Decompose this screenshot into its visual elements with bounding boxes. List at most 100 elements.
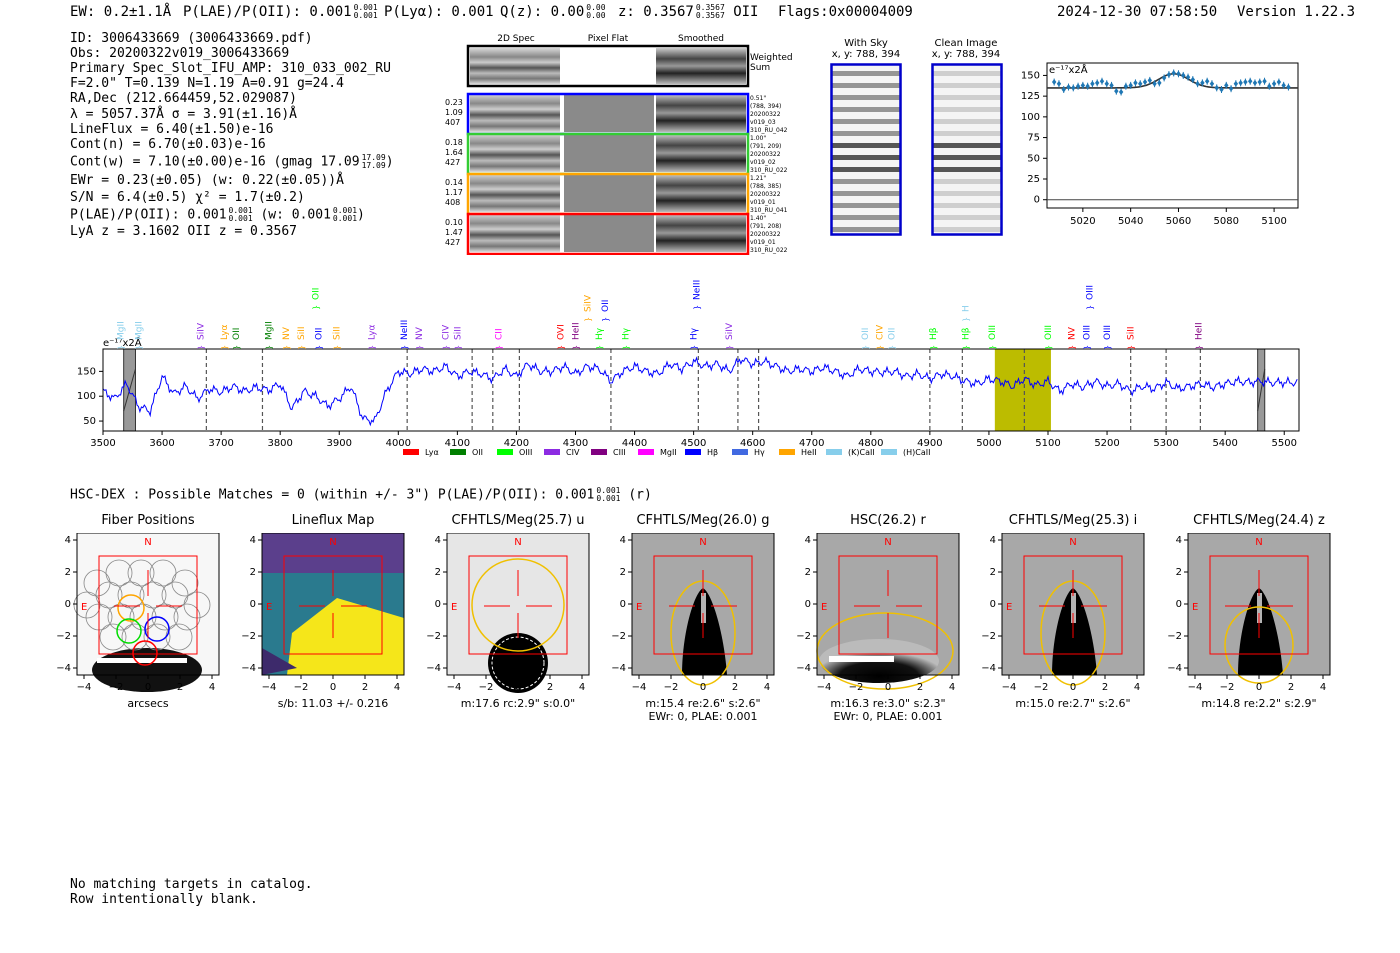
line-id-label: Hγ: [622, 327, 632, 340]
spec-xtick-label: 4800: [858, 438, 883, 449]
north-label: N: [884, 537, 891, 548]
clean-band: [933, 167, 1001, 172]
fit-point: [1056, 80, 1062, 87]
cutout-note: 20200322: [750, 111, 781, 118]
panel-ytick-label: 4: [435, 535, 441, 546]
spec-xtick-label: 5500: [1272, 438, 1297, 449]
clean-frame: [931, 63, 1003, 236]
cutout-value: 1.09: [445, 108, 463, 117]
east-label: E: [821, 602, 827, 613]
fit-point: [1095, 79, 1100, 86]
fit-axes: [1046, 62, 1299, 209]
panel-ytick-label: 0: [250, 599, 256, 610]
panel-xtick-label: −2: [849, 682, 864, 693]
line-id-bracket: }: [1068, 345, 1077, 350]
info-lineflux: LineFlux = 6.40(±1.50)e-16: [70, 122, 274, 137]
sky-band: [832, 215, 900, 220]
legend-swatch: [450, 449, 466, 455]
panel-title: CFHTLS/Meg(25.7) u: [451, 513, 585, 528]
panel-xtick-label: −4: [1188, 682, 1203, 693]
panel-ytick-label: −4: [426, 663, 441, 674]
north-label: N: [1069, 537, 1076, 548]
image-panel-flux: N E −4 −4 −2 −2 0 0 2 2 4 4: [241, 533, 405, 693]
panel-xtick-label: −4: [817, 682, 832, 693]
clean-band: [933, 227, 1001, 232]
panel-ytick-label: −2: [426, 631, 441, 642]
legend-label: HeII: [801, 448, 817, 457]
east-label: E: [266, 602, 272, 613]
east-label: E: [1006, 602, 1012, 613]
info-id: ID: 3006433669 (3006433669.pdf): [70, 31, 313, 46]
flux-corner: [262, 648, 297, 675]
fiber-circle: [107, 603, 135, 631]
sky-band: [832, 131, 900, 136]
line-id-label: OIII: [1103, 325, 1113, 340]
cutout-note: 1.21": [750, 175, 766, 182]
cutout-note: 20200322: [750, 231, 781, 238]
panel-xtick-label: −4: [77, 682, 92, 693]
fit-xtick-label: 5060: [1166, 216, 1191, 227]
line-id-label: OIII: [1085, 285, 1095, 300]
cutout-note: 1.40": [750, 215, 766, 222]
line-id-bracket: }: [232, 345, 241, 350]
fit-point: [1271, 80, 1277, 87]
legend-label: (H)CaII: [903, 448, 930, 457]
cutout-note: 310_RU_041: [750, 207, 788, 214]
line-id-bracket: }: [264, 345, 273, 350]
line-id-label: NeIII: [400, 320, 410, 340]
east-label: E: [451, 602, 457, 613]
panel-title: CFHTLS/Meg(25.3) i: [1008, 513, 1138, 528]
legend-label: MgII: [660, 448, 677, 457]
line-id-label: Hγ: [690, 327, 700, 340]
fit-ytick-label: 125: [1021, 91, 1040, 102]
north-label: N: [329, 537, 336, 548]
with-sky-title: With Sky x, y: 788, 394: [831, 38, 901, 60]
aperture-box: [1023, 555, 1123, 655]
header-version: Version 1.22.3: [1237, 4, 1356, 20]
fit-point: [1252, 79, 1258, 86]
fiber-circle-orange: [117, 594, 145, 622]
fiber-circle: [151, 603, 179, 631]
panel-xtick-label: 0: [330, 682, 336, 693]
spec-xtick-label: 5300: [1153, 438, 1178, 449]
panel-ytick-label: 4: [250, 535, 256, 546]
full-spectrum-chart: 50 100 150 3500 3600 3700 3800 3900 4000 4100 4200…: [77, 280, 1300, 457]
line-id-label: SiII: [453, 326, 463, 340]
fit-point: [1109, 82, 1114, 89]
panel-xtick-label: 0: [1070, 682, 1076, 693]
clean-image-title: Clean Image x, y: 788, 394: [931, 38, 1001, 60]
line-id-bracket: }: [400, 345, 409, 350]
line-id-label: NeIII: [693, 280, 703, 300]
source-ellipse: [1224, 606, 1294, 684]
panel-xtick-label: −2: [294, 682, 309, 693]
header-timestamp: 2024-12-30 07:58:50: [1057, 4, 1218, 20]
clean-band: [933, 71, 1001, 76]
aperture-box: [838, 555, 938, 655]
cutout-note: v019_02: [750, 159, 776, 166]
panel-xtick-label: 2: [547, 682, 553, 693]
line-id-label: OII: [312, 288, 322, 300]
panel-xtick-label: −4: [632, 682, 647, 693]
fit-point: [1075, 83, 1081, 90]
panel-ytick-label: −4: [796, 663, 811, 674]
north-label: N: [514, 537, 521, 548]
panel-xtick-label: 4: [209, 682, 215, 693]
spec-xtick-label: 5000: [976, 438, 1001, 449]
clean-band: [933, 143, 1001, 148]
panel-xtick-label: 0: [145, 682, 151, 693]
line-id-bracket: }: [725, 345, 734, 350]
line-id-label: SiII: [332, 326, 342, 340]
line-id-bracket: }: [1085, 305, 1094, 310]
legend-label: Hβ: [707, 448, 718, 457]
fit-point: [1204, 78, 1210, 85]
cutout-2d: [470, 214, 560, 252]
line-id-label: SiIV: [725, 322, 735, 340]
spec-xtick-label: 4200: [504, 438, 529, 449]
north-label: N: [144, 537, 151, 548]
panel-xtick-label: 2: [177, 682, 183, 693]
flux-peak: [287, 598, 404, 675]
panel-xtick-label: −2: [1220, 682, 1235, 693]
fiber-circle: [171, 569, 199, 597]
line-id-bracket: }: [961, 345, 970, 350]
panel-ytick-label: −2: [1167, 631, 1182, 642]
